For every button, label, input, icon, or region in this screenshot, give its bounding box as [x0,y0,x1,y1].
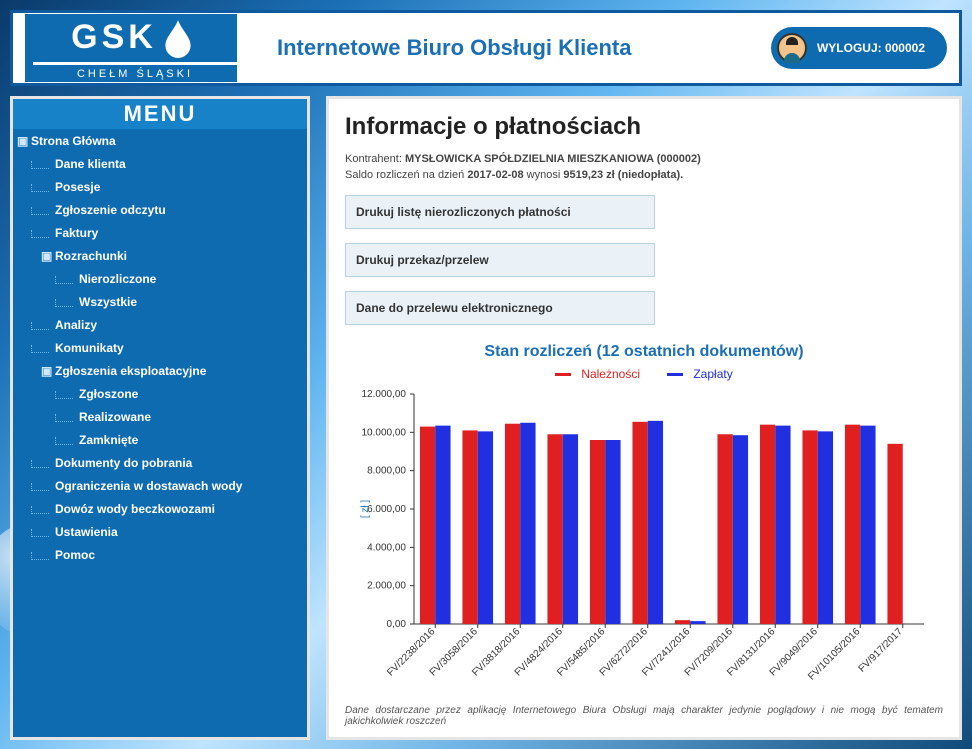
print-unsettled-button[interactable]: Drukuj listę nierozliczonych płatności [345,195,655,229]
legend-zaplaty: Zapłaty [693,367,732,381]
svg-text:12.000,00: 12.000,00 [362,389,407,400]
menu-zgloszone[interactable]: Zgłoszone [13,382,307,405]
chart-title: Stan rozliczeń (12 ostatnich dokumentów) [345,343,943,361]
chart-legend: Należności Zapłaty [345,367,943,381]
legend-naleznosci: Należności [581,367,640,381]
svg-text:6.000,00: 6.000,00 [367,504,406,515]
menu-posesje[interactable]: Posesje [13,175,307,198]
menu-zamkniete[interactable]: Zamknięte [13,428,307,451]
menu-nierozliczone[interactable]: Nierozliczone [13,267,307,290]
brand-top: GSK [71,20,157,54]
logout-label: WYLOGUJ: 000002 [817,41,925,55]
brand-logo: GSK CHEŁM ŚLĄSKI [25,14,237,82]
contractor-value: MYSŁOWICKA SPÓŁDZIELNIA MIESZKANIOWA (00… [405,153,701,165]
menu-pomoc[interactable]: Pomoc [13,543,307,566]
menu-realizowane[interactable]: Realizowane [13,405,307,428]
menu-dane-klienta[interactable]: Dane klienta [13,152,307,175]
menu-zgloszenia-eksploatacyjne[interactable]: ▣Zgłoszenia eksploatacyjne [13,359,307,382]
menu-dokumenty[interactable]: Dokumenty do pobrania [13,451,307,474]
sidebar-menu: MENU ▣Strona Główna Dane klienta Posesje… [10,96,310,740]
contractor-line: Kontrahent: MYSŁOWICKA SPÓŁDZIELNIA MIES… [345,153,943,165]
page-title: Informacje o płatnościach [345,113,943,141]
menu-title: MENU [13,99,307,129]
logout-button[interactable]: WYLOGUJ: 000002 [771,27,947,69]
disclaimer-text: Dane dostarczane przez aplikację Interne… [345,705,943,727]
menu-komunikaty[interactable]: Komunikaty [13,336,307,359]
svg-text:2.000,00: 2.000,00 [367,581,406,592]
svg-text:FV/917/2017: FV/917/2017 [857,626,906,675]
settlements-chart: 0,00 2.000,00 4.000,00 6.000,00 8.000,00 10.0… [354,389,934,689]
menu-home[interactable]: ▣Strona Główna [13,129,307,152]
content-panel: Informacje o płatnościach Kontrahent: MY… [326,96,962,740]
svg-text:0,00: 0,00 [387,619,407,630]
menu-wszystkie[interactable]: Wszystkie [13,290,307,313]
svg-text:8.000,00: 8.000,00 [367,466,406,477]
brand-bottom: CHEŁM ŚLĄSKI [33,62,237,80]
print-transfer-button[interactable]: Drukuj przekaz/przelew [345,243,655,277]
menu-dowoz[interactable]: Dowóz wody beczkowozami [13,497,307,520]
menu-zgloszenie-odczytu[interactable]: Zgłoszenie odczytu [13,198,307,221]
svg-text:[ zł ]: [ zł ] [360,500,371,519]
chart-area: Stan rozliczeń (12 ostatnich dokumentów)… [345,343,943,689]
menu-rozrachunki[interactable]: ▣Rozrachunki [13,244,307,267]
user-avatar-icon [777,33,807,63]
svg-text:10.000,00: 10.000,00 [362,427,407,438]
balance-line: Saldo rozliczeń na dzień 2017-02-08 wyno… [345,169,943,181]
etransfer-data-button[interactable]: Dane do przelewu elektronicznego [345,291,655,325]
menu-faktury[interactable]: Faktury [13,221,307,244]
menu-ustawienia[interactable]: Ustawienia [13,520,307,543]
svg-text:4.000,00: 4.000,00 [367,542,406,553]
menu-analizy[interactable]: Analizy [13,313,307,336]
header-bar: GSK CHEŁM ŚLĄSKI Internetowe Biuro Obsłu… [10,10,962,86]
app-title: Internetowe Biuro Obsługi Klienta [237,35,771,61]
water-drop-icon [157,16,199,58]
menu-ograniczenia[interactable]: Ograniczenia w dostawach wody [13,474,307,497]
